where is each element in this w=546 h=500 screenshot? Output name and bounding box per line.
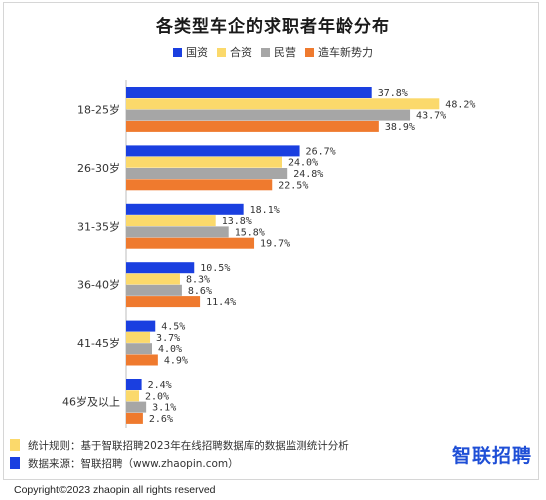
footnote-rule-swatch (10, 439, 20, 451)
footnote-rule: 统计规则：基于智联招聘2023年在线招聘数据库的数据监测统计分析 (10, 436, 540, 454)
value-label-1-0: 26.7% (306, 146, 336, 157)
legend-label-1: 合资 (230, 46, 252, 59)
bar-2-0 (126, 203, 244, 215)
bar-chart: 18-25岁37.8%48.2%43.7%38.9%26-30岁26.7%24.… (62, 80, 475, 428)
legend-item-3: 造车新势力 (305, 44, 373, 60)
bar-3-1 (126, 273, 180, 285)
legend-item-2: 民营 (261, 44, 296, 60)
value-label-3-3: 11.4% (206, 297, 236, 308)
value-label-5-2: 3.1% (152, 403, 176, 414)
value-label-2-1: 13.8% (222, 216, 252, 227)
value-label-0-0: 37.8% (378, 88, 408, 99)
bar-5-3 (126, 412, 143, 424)
category-label-0: 18-25岁 (77, 102, 120, 116)
value-label-1-1: 24.0% (288, 158, 318, 169)
value-label-5-1: 2.0% (145, 391, 169, 402)
footnote-source-swatch (10, 457, 20, 469)
bar-0-0 (126, 87, 372, 98)
value-label-2-0: 18.1% (250, 205, 280, 216)
bar-5-1 (126, 390, 139, 402)
value-label-1-2: 24.8% (293, 169, 323, 180)
bar-4-0 (126, 320, 156, 332)
value-label-3-0: 10.5% (200, 263, 230, 274)
legend-swatch-2 (261, 47, 270, 57)
legend-swatch-3 (305, 47, 314, 57)
value-label-5-0: 2.4% (148, 380, 172, 391)
bar-3-3 (126, 296, 201, 308)
bar-2-3 (126, 237, 255, 249)
footnote-source: 数据来源：智联招聘（www.zhaopin.com） (10, 454, 540, 472)
legend-swatch-0 (173, 47, 182, 57)
copyright-text: Copyright©2023 zhaopin all rights reserv… (14, 484, 216, 496)
value-label-1-3: 22.5% (278, 180, 308, 191)
legend-label-2: 民营 (274, 46, 296, 59)
legend-label-0: 国资 (186, 46, 208, 59)
bar-4-3 (126, 354, 158, 366)
legend: 国资 合资 民营 造车新势力 (0, 44, 546, 60)
legend-item-0: 国资 (173, 44, 208, 60)
category-label-5: 46岁及以上 (62, 394, 120, 408)
category-label-4: 41-45岁 (77, 336, 120, 350)
value-label-0-3: 38.9% (385, 122, 415, 133)
legend-label-3: 造车新势力 (318, 46, 373, 59)
category-label-2: 31-35岁 (77, 219, 120, 233)
value-label-3-1: 8.3% (186, 275, 210, 286)
bar-0-1 (126, 98, 440, 110)
bar-1-2 (126, 168, 288, 179)
chart-frame (3, 2, 539, 480)
bar-2-1 (126, 215, 216, 227)
value-label-2-2: 15.8% (235, 227, 265, 238)
value-label-4-2: 4.0% (158, 344, 182, 355)
legend-item-1: 合资 (217, 44, 252, 60)
value-label-3-2: 8.6% (188, 286, 212, 297)
bar-4-2 (126, 343, 152, 355)
value-label-4-3: 4.9% (164, 356, 188, 367)
brand-logo: 智联招聘 (451, 445, 532, 467)
bar-2-2 (126, 226, 229, 238)
footnotes: 统计规则：基于智联招聘2023年在线招聘数据库的数据监测统计分析 数据来源：智联… (10, 436, 540, 472)
bar-1-0 (126, 145, 300, 157)
footnote-source-text: 数据来源：智联招聘（www.zhaopin.com） (28, 457, 239, 470)
bar-5-2 (126, 401, 147, 413)
bar-0-2 (126, 109, 411, 121)
value-label-5-3: 2.6% (149, 414, 173, 425)
category-label-1: 26-30岁 (77, 161, 120, 175)
value-label-4-0: 4.5% (161, 322, 185, 333)
chart-title: 各类型车企的求职者年龄分布 (156, 17, 390, 37)
category-label-3: 36-40岁 (77, 278, 120, 292)
legend-swatch-1 (217, 47, 226, 57)
bar-1-3 (126, 179, 273, 191)
bar-5-0 (126, 379, 142, 390)
value-label-2-3: 19.7% (260, 239, 290, 250)
value-label-4-1: 3.7% (156, 333, 180, 344)
bar-3-2 (126, 284, 182, 296)
bar-0-3 (126, 120, 379, 132)
value-label-0-1: 48.2% (445, 99, 475, 110)
bar-1-1 (126, 156, 282, 168)
bar-4-1 (126, 331, 151, 343)
footnote-rule-text: 统计规则：基于智联招聘2023年在线招聘数据库的数据监测统计分析 (28, 439, 349, 452)
value-label-0-2: 43.7% (416, 111, 446, 122)
bar-3-0 (126, 262, 195, 274)
